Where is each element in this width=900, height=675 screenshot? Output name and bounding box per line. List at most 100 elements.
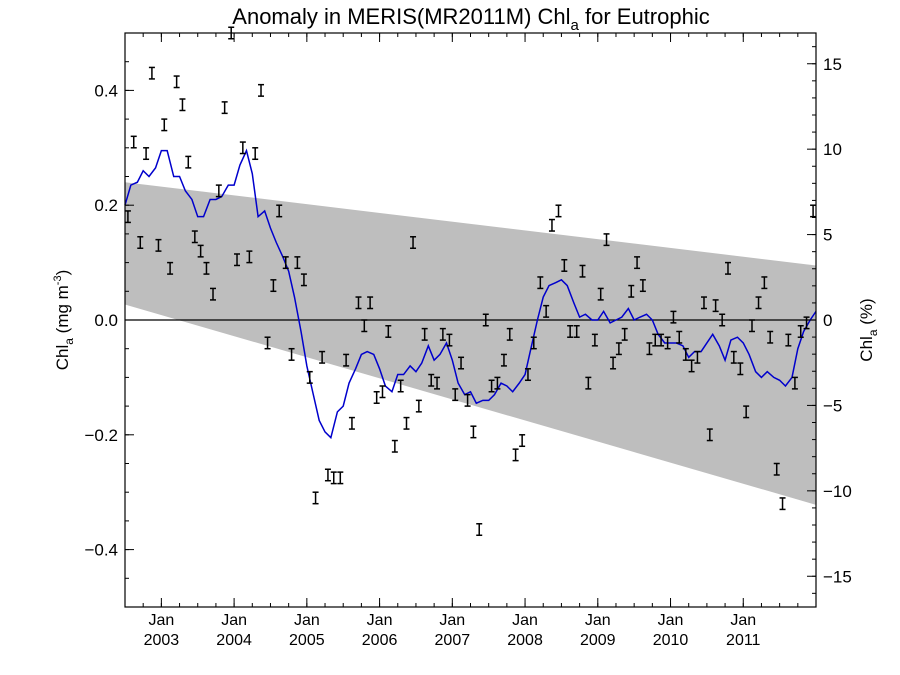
- data-point: [221, 101, 228, 115]
- y-right-tick-label: 5: [823, 226, 832, 245]
- data-point: [761, 276, 768, 290]
- data-point: [646, 342, 653, 356]
- data-point: [191, 230, 198, 244]
- x-tick-label-year: 2005: [289, 632, 325, 649]
- y-axis-left-label-main: Chl: [53, 345, 72, 371]
- data-point: [579, 264, 586, 278]
- data-point: [246, 250, 253, 264]
- data-point: [137, 236, 144, 249]
- data-point: [743, 405, 750, 419]
- data-point: [585, 376, 592, 390]
- data-point: [161, 118, 168, 132]
- y-right-tick-label: −10: [823, 482, 852, 501]
- data-point: [652, 333, 659, 347]
- data-point: [628, 284, 635, 298]
- data-point: [791, 376, 798, 390]
- data-point: [337, 471, 344, 485]
- chart-title-tail: for Eutrophic: [579, 4, 710, 29]
- data-point: [573, 324, 580, 338]
- data-point: [476, 523, 483, 536]
- data-point: [434, 376, 441, 390]
- data-point: [779, 497, 786, 511]
- data-point: [458, 356, 465, 370]
- data-point: [397, 379, 404, 393]
- x-tick-label-year: 2004: [216, 632, 252, 649]
- data-point: [197, 244, 204, 258]
- uncertainty-band-layer: [125, 182, 816, 505]
- data-point: [373, 391, 380, 404]
- data-point: [664, 336, 671, 350]
- data-point: [719, 313, 726, 327]
- y-right-tick-label: 10: [823, 140, 842, 159]
- data-point: [567, 324, 574, 338]
- data-point: [803, 316, 810, 330]
- data-point: [252, 147, 259, 161]
- y-right-tick-label: −15: [823, 567, 852, 586]
- x-tick-label-month: Jan: [367, 612, 393, 629]
- x-tick-label-year: 2006: [362, 632, 398, 649]
- data-point: [210, 287, 217, 301]
- data-point: [439, 327, 446, 341]
- data-point: [421, 327, 428, 341]
- data-point: [148, 66, 155, 80]
- data-point: [215, 184, 222, 198]
- x-tick-label-month: Jan: [221, 612, 247, 629]
- data-point: [410, 236, 417, 249]
- data-point: [694, 350, 701, 364]
- data-point: [639, 279, 646, 293]
- y-axis-left-label: Chla (mg m-3): [52, 270, 76, 371]
- data-point: [306, 370, 313, 384]
- data-point: [530, 336, 537, 350]
- data-point: [658, 333, 665, 347]
- x-tick-label-month: Jan: [148, 612, 174, 629]
- data-point: [610, 356, 617, 370]
- data-point: [179, 98, 186, 112]
- data-point: [319, 350, 326, 364]
- y-axis-right-label: Chla (%): [857, 298, 880, 361]
- data-point: [294, 256, 301, 270]
- data-point: [730, 350, 737, 364]
- y-left-tick-label: 0.2: [94, 196, 118, 215]
- data-point: [773, 462, 780, 476]
- y-left-tick-label: −0.2: [84, 426, 118, 445]
- data-point: [712, 299, 719, 313]
- data-point: [506, 327, 513, 341]
- data-point: [688, 359, 695, 373]
- data-point: [724, 261, 731, 275]
- data-point: [300, 273, 307, 287]
- data-point: [324, 468, 331, 482]
- x-tick-label-year: 2010: [653, 632, 689, 649]
- data-point: [343, 353, 350, 367]
- data-point: [810, 204, 817, 218]
- x-tick-label-month: Jan: [439, 612, 465, 629]
- data-point: [561, 258, 568, 272]
- y-axis-right-label-sub: a: [866, 329, 880, 336]
- data-point: [452, 388, 459, 402]
- y-axis-left-label-unit: (mg m: [53, 285, 72, 338]
- data-point: [446, 333, 453, 347]
- data-point: [543, 304, 550, 318]
- data-point: [124, 210, 131, 224]
- data-point: [555, 204, 562, 218]
- data-point: [239, 141, 246, 155]
- data-point: [494, 376, 501, 390]
- data-point: [330, 471, 337, 485]
- data-point: [264, 336, 271, 350]
- data-point: [288, 347, 295, 361]
- x-tick-label-month: Jan: [512, 612, 538, 629]
- data-point: [173, 75, 180, 89]
- x-tick-label-month: Jan: [585, 612, 611, 629]
- data-point: [185, 155, 192, 169]
- y-left-tick-label: 0.0: [94, 311, 118, 330]
- data-point: [143, 147, 150, 161]
- data-point: [403, 416, 410, 430]
- data-point: [482, 313, 489, 327]
- data-point: [361, 319, 368, 333]
- data-point: [348, 416, 355, 430]
- data-point: [512, 448, 519, 462]
- data-point: [537, 276, 544, 290]
- data-point: [234, 253, 241, 267]
- chart-title-main: Anomaly in MERIS(MR2011M) Chl: [232, 4, 570, 29]
- y-left-tick-label: −0.4: [84, 541, 118, 560]
- y-axis-right-label-unit: (%): [857, 298, 876, 329]
